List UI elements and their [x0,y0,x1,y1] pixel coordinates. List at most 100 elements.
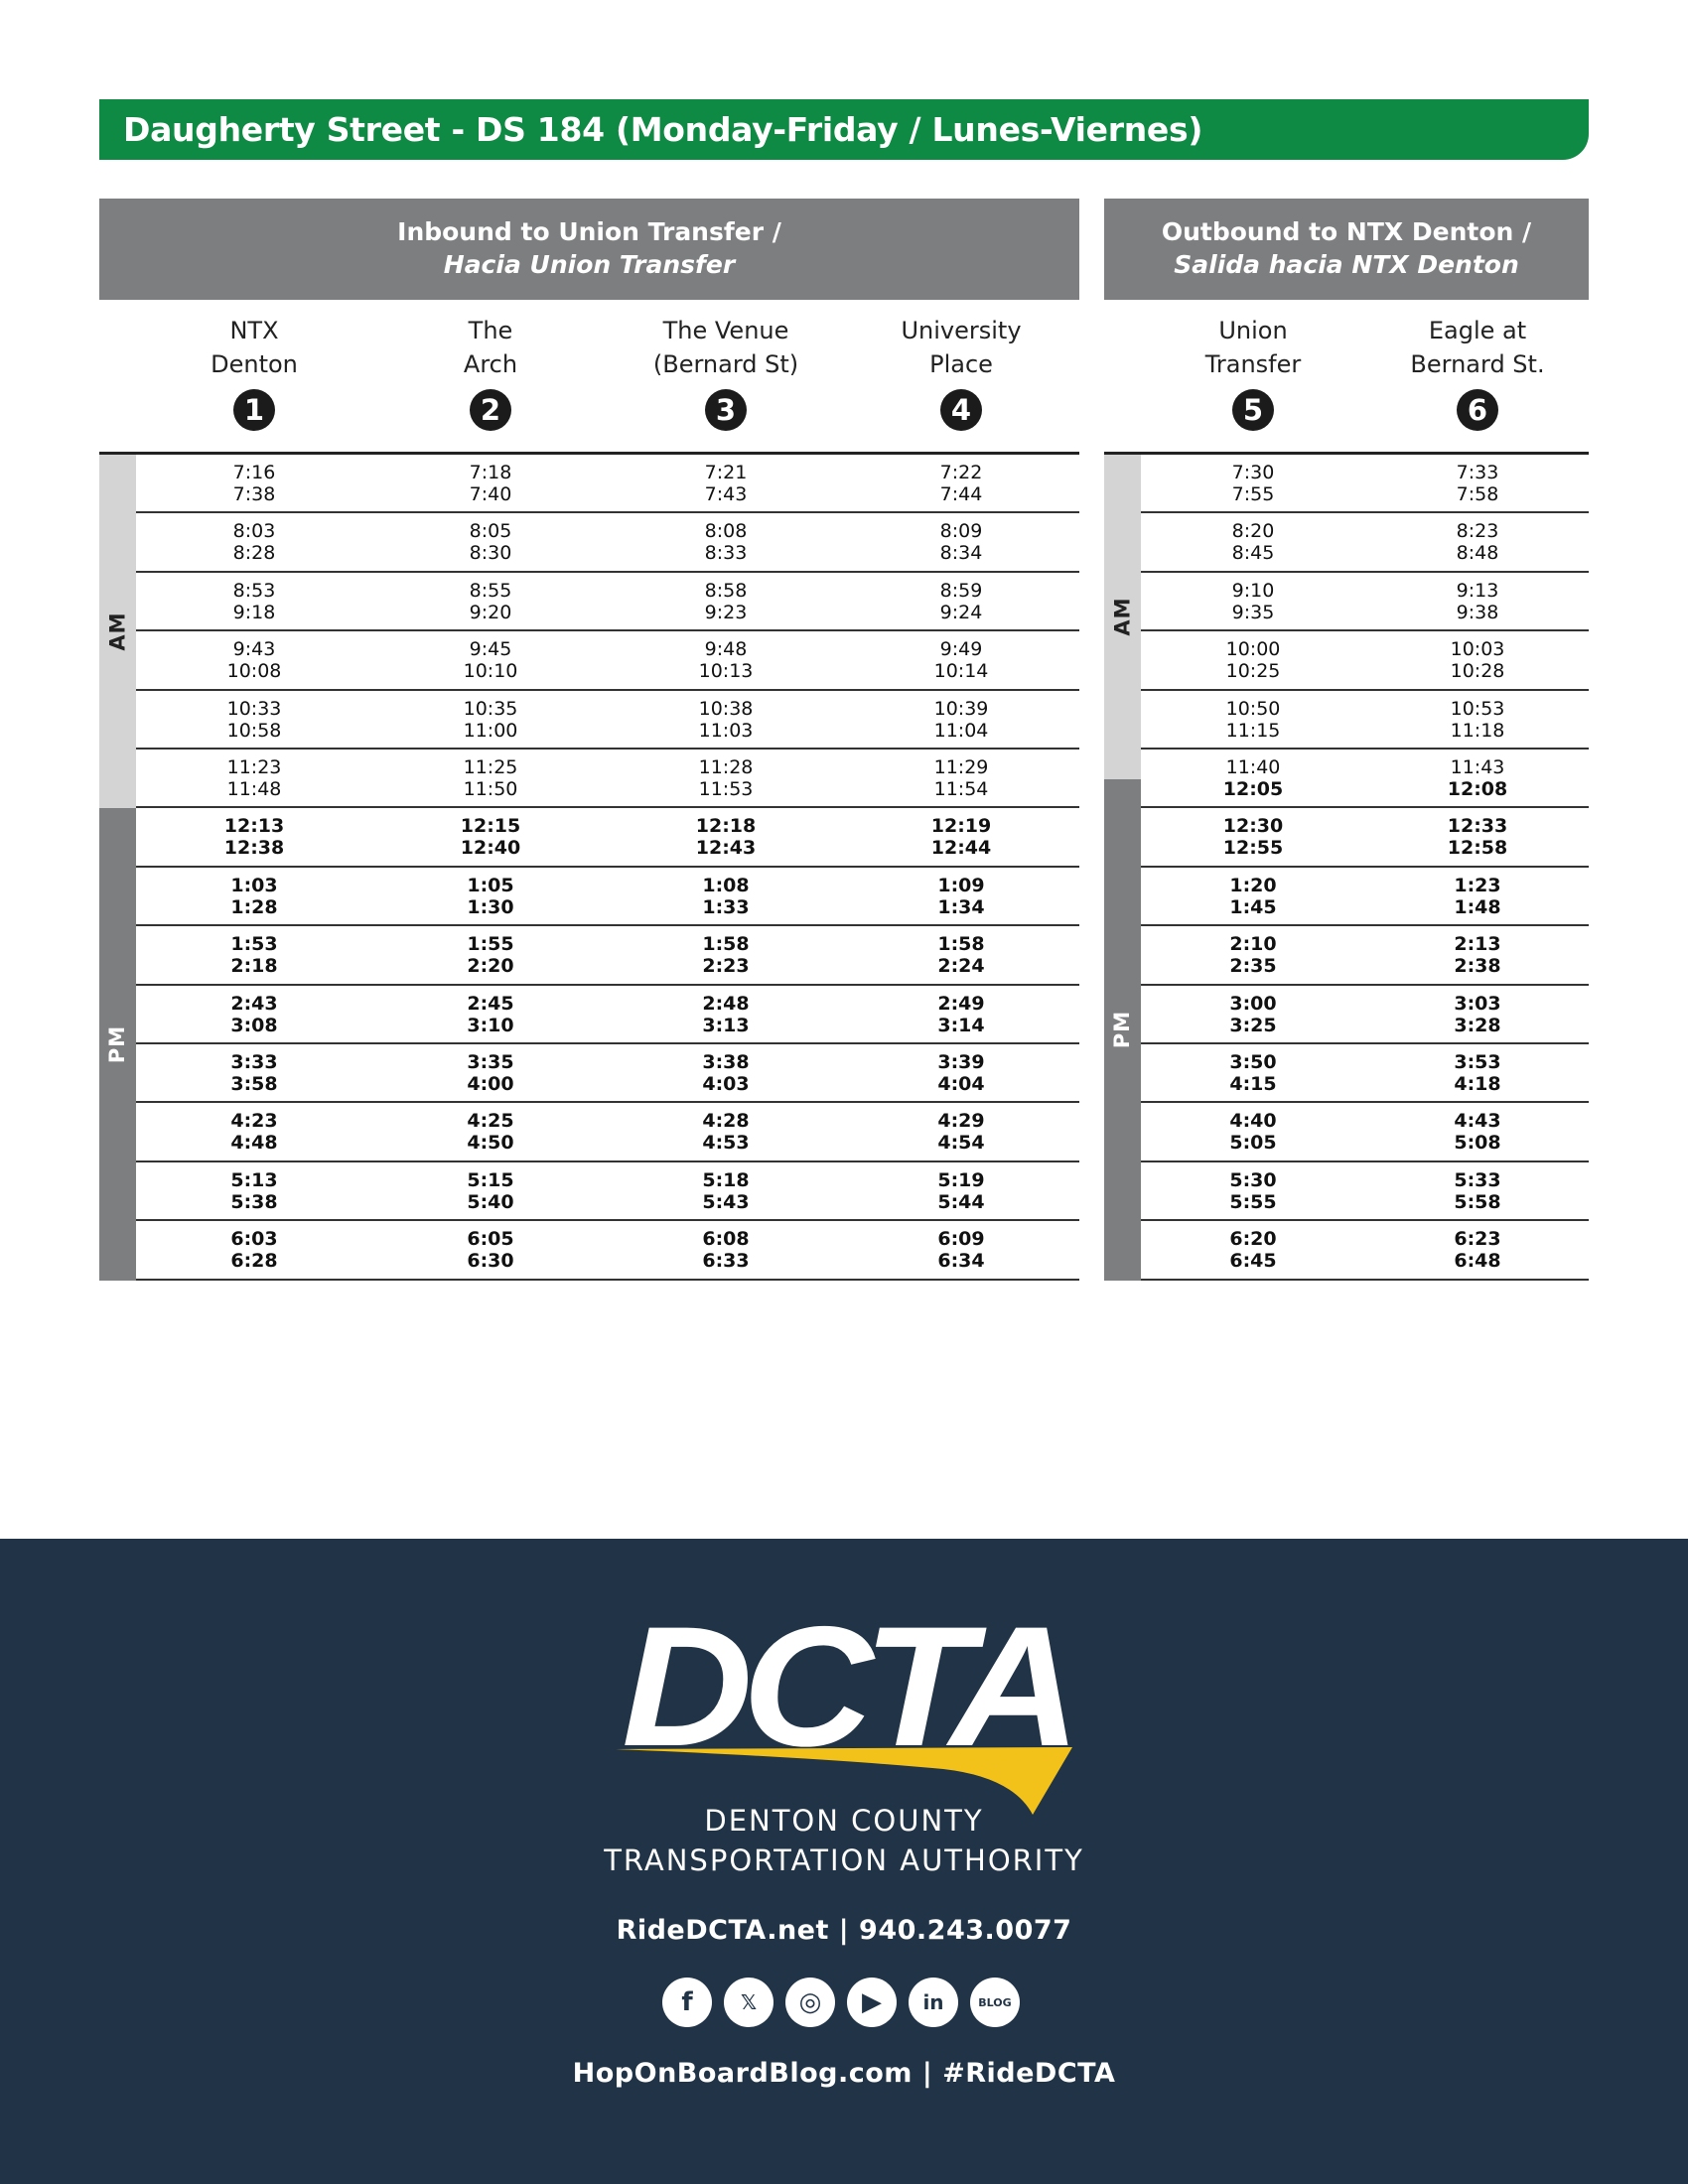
inbound-heading-es: Hacia Union Transfer [443,250,736,279]
departure-time: 12:15 [460,815,521,838]
time-cell: 5:15 5:40 [431,1169,550,1213]
departure-time: 8:30 [469,542,512,565]
time-cell: 2:10 2:35 [1194,933,1313,977]
departure-time: 2:35 [1229,955,1277,978]
table-row: 9:10 9:35 9:13 9:38 [1141,573,1589,632]
departure-time: 4:25 [467,1110,514,1133]
departure-time: 4:18 [1454,1073,1501,1095]
time-cell: 7:22 7:44 [902,462,1021,505]
dcta-logo: DCTA [616,1608,1072,1815]
outbound-timetable: AM PM 7:30 7:55 7:33 7:58 8:20 8:45 8:23 8:48 9:10… [1104,455,1589,1281]
table-row: 8:53 9:18 8:55 9:20 8:58 9:23 8:59 9:24 [136,573,1079,632]
time-cell: 11:29 11:54 [902,756,1021,800]
pm-label: PM [1110,1010,1135,1049]
departure-time: 5:15 [467,1168,514,1191]
instagram-icon[interactable]: ◎ [785,1978,835,2027]
inbound-heading: Inbound to Union Transfer / Hacia Union … [99,199,1079,300]
departure-time: 2:10 [1229,933,1277,956]
time-cell: 4:40 5:05 [1194,1110,1313,1154]
blog-icon[interactable]: BLOG [970,1978,1020,2027]
departure-time: 12:33 [1447,815,1508,838]
departure-time: 1:53 [230,933,278,956]
time-cell: 6:23 6:48 [1418,1228,1537,1272]
departure-time: 8:33 [704,542,748,565]
departure-time: 5:13 [230,1168,278,1191]
departure-time: 12:18 [695,815,757,838]
time-cell: 9:48 10:13 [666,638,785,682]
time-cell: 12:18 12:43 [666,815,785,859]
linkedin-icon[interactable]: in [909,1978,958,2027]
departure-time: 5:18 [702,1168,750,1191]
inbound-pm-band: PM [99,808,136,1281]
departure-time: 9:45 [469,638,512,661]
departure-time: 11:48 [226,778,282,800]
time-cell: 3:03 3:28 [1418,993,1537,1036]
table-row: 8:03 8:28 8:05 8:30 8:08 8:33 8:09 8:34 [136,513,1079,573]
table-row: 8:20 8:45 8:23 8:48 [1141,513,1589,573]
facebook-icon[interactable]: f [662,1978,712,2027]
departure-time: 4:53 [702,1132,750,1155]
departure-time: 10:53 [1450,697,1505,720]
departure-time: 9:18 [232,601,276,623]
departure-time: 10:38 [698,697,754,720]
time-cell: 1:08 1:33 [666,875,785,918]
social-links: f 𝕏 ◎ ▶ in BLOG [662,1978,1020,2027]
departure-time: 10:08 [226,660,282,683]
contact-line[interactable]: RideDCTA.net | 940.243.0077 [616,1915,1072,1946]
time-cell: 11:40 12:05 [1194,756,1313,800]
departure-time: 1:34 [937,895,985,918]
departure-time: 10:10 [463,660,518,683]
departure-time: 8:34 [939,542,983,565]
agency-name-line1: DENTON COUNTY [704,1804,984,1838]
departure-time: 12:40 [460,837,521,860]
departure-time: 10:50 [1225,697,1281,720]
time-cell: 9:13 9:38 [1418,580,1537,623]
departure-time: 12:58 [1447,837,1508,860]
outbound-stop-header: Union Transfer 5 [1144,314,1362,431]
departure-time: 10:28 [1450,660,1505,683]
departure-time: 1:03 [230,874,278,896]
time-cell: 10:03 10:28 [1418,638,1537,682]
time-cell: 3:38 4:03 [666,1051,785,1095]
table-row: 1:03 1:28 1:05 1:30 1:08 1:33 1:09 1:34 [136,868,1079,927]
departure-time: 9:20 [469,601,512,623]
departure-time: 12:19 [930,815,992,838]
departure-time: 3:13 [702,1014,750,1036]
table-row: 10:50 11:15 10:53 11:18 [1141,691,1589,750]
time-cell: 9:43 10:08 [195,638,314,682]
time-cell: 9:45 10:10 [431,638,550,682]
time-cell: 10:50 11:15 [1194,698,1313,742]
departure-time: 12:43 [695,837,757,860]
time-cell: 7:18 7:40 [431,462,550,505]
agency-name-line2: TRANSPORTATION AUTHORITY [604,1843,1084,1877]
departure-time: 8:09 [939,520,983,543]
departure-time: 3:58 [230,1073,278,1095]
departure-time: 4:04 [937,1073,985,1095]
time-cell: 1:53 2:18 [195,933,314,977]
departure-time: 2:48 [702,992,750,1015]
departure-time: 8:53 [232,579,276,602]
time-cell: 3:00 3:25 [1194,993,1313,1036]
departure-time: 7:22 [939,462,983,483]
departure-time: 11:40 [1225,756,1281,778]
inbound-heading-en: Inbound to Union Transfer / [397,217,781,246]
departure-time: 11:23 [226,756,282,778]
time-cell: 4:28 4:53 [666,1110,785,1154]
x-icon[interactable]: 𝕏 [724,1978,774,2027]
time-cell: 4:29 4:54 [902,1110,1021,1154]
time-cell: 10:00 10:25 [1194,638,1313,682]
youtube-icon[interactable]: ▶ [847,1978,897,2027]
departure-time: 3:03 [1454,992,1501,1015]
blog-hashtag-line[interactable]: HopOnBoardBlog.com | #RideDCTA [572,2058,1116,2089]
departure-time: 8:58 [704,579,748,602]
departure-time: 3:50 [1229,1051,1277,1073]
departure-time: 4:00 [467,1073,514,1095]
departure-time: 8:48 [1456,542,1499,565]
stop-name: University [901,317,1022,344]
departure-time: 11:25 [463,756,518,778]
departure-time: 11:15 [1225,719,1281,742]
departure-time: 1:20 [1229,874,1277,896]
stop-name: Union [1218,317,1288,344]
departure-time: 5:08 [1454,1132,1501,1155]
table-row: 7:16 7:38 7:18 7:40 7:21 7:43 7:22 7:44 [136,455,1079,514]
